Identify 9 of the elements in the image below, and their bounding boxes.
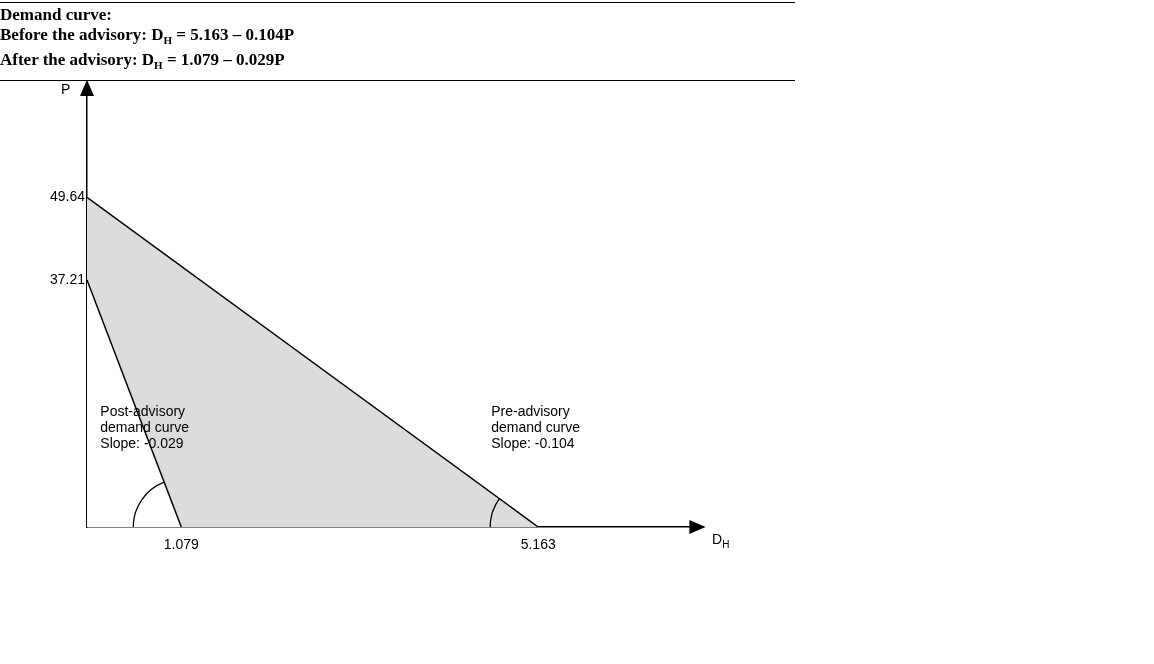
y-tick-label: 37.21	[49, 270, 86, 287]
y-axis-title: P	[61, 81, 71, 98]
text: Before the advisory: D$_{H}$ = 5.163 – 0.104P After the advisory: D$_{H}$ = 1.079 – 0.029P	[0, 25, 295, 72]
x-tick-label: 5.163	[520, 536, 556, 553]
x-tick-label: 1.079	[163, 536, 200, 553]
chart-title: Demand curve:	[0, 5, 113, 25]
x-axis-title: D$_{H}$	[712, 531, 730, 550]
annotation: Pre-advisory demand curve Slope: -0.104	[491, 402, 581, 451]
y-tick-label: 49.64	[49, 188, 86, 205]
